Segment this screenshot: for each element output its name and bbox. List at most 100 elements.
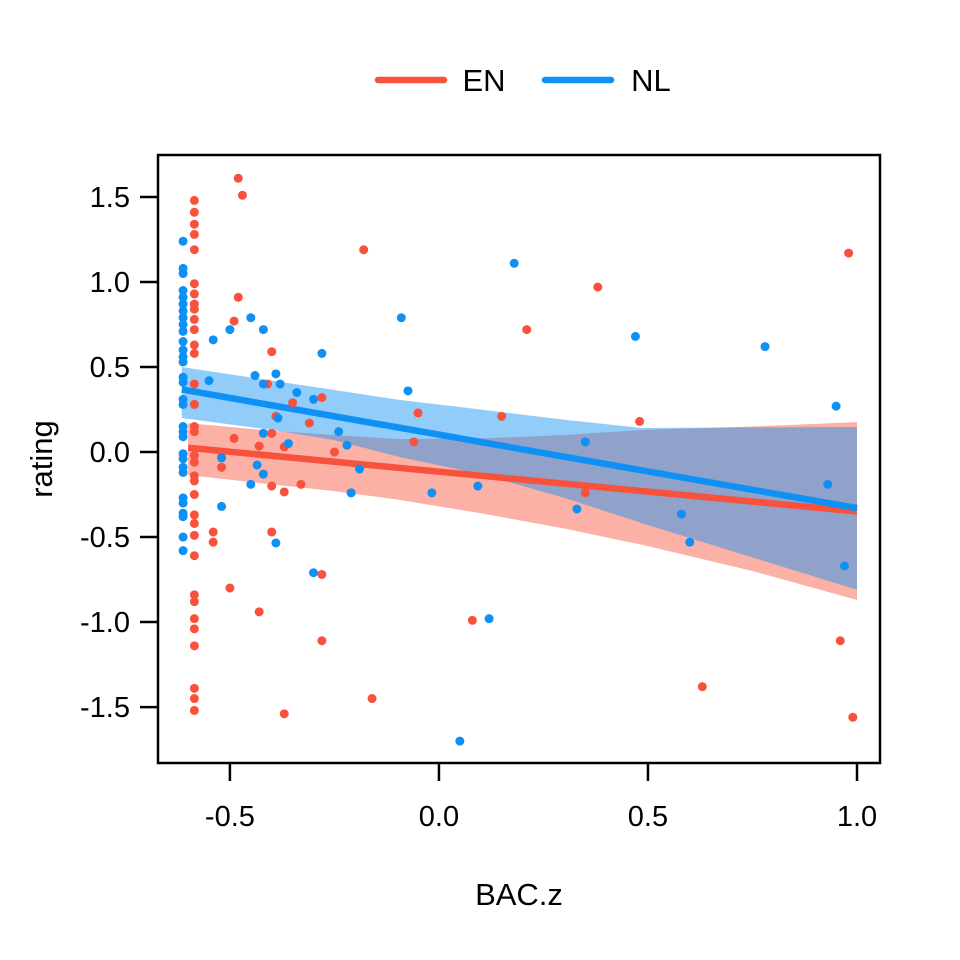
en-point (189, 694, 199, 704)
nl-point (178, 292, 188, 302)
y-tick-label: -1.5 (80, 692, 130, 724)
nl-point (309, 394, 319, 404)
nl-point (484, 614, 494, 624)
en-point (409, 437, 419, 447)
en-point (189, 510, 199, 520)
en-point (217, 462, 227, 472)
en-point (267, 481, 277, 491)
en-point (233, 292, 243, 302)
en-point (189, 490, 199, 500)
en-point (317, 636, 327, 646)
nl-point (676, 509, 686, 519)
nl-point (178, 313, 188, 323)
nl-point (317, 348, 327, 358)
nl-point (178, 512, 188, 522)
en-point (497, 411, 507, 421)
nl-point (178, 299, 188, 309)
en-point (189, 314, 199, 324)
nl-point (823, 479, 833, 489)
nl-point (396, 313, 406, 323)
en-point (279, 709, 289, 719)
nl-point (839, 561, 849, 571)
en-point (317, 393, 327, 403)
en-point (413, 408, 423, 418)
en-points (189, 173, 858, 722)
legend-label-en: EN (462, 63, 505, 98)
nl-point (630, 331, 640, 341)
nl-point (258, 469, 268, 479)
en-point (189, 219, 199, 229)
nl-point (178, 467, 188, 477)
y-tick-label: 1.5 (90, 182, 130, 214)
nl-point (178, 498, 188, 508)
en-point (467, 615, 477, 625)
en-point (189, 551, 199, 561)
nl-point (178, 286, 188, 296)
nl-point (246, 313, 256, 323)
nl-point (250, 371, 260, 381)
nl-point (178, 546, 188, 556)
en-point (189, 245, 199, 255)
en-point (189, 207, 199, 217)
nl-point (258, 428, 268, 438)
nl-point (275, 379, 285, 389)
en-point (189, 457, 199, 467)
en-point (189, 476, 199, 486)
en-point (189, 229, 199, 239)
x-tick-label: -0.5 (205, 801, 255, 833)
nl-point (509, 258, 519, 268)
nl-point (342, 440, 352, 450)
nl-point (178, 269, 188, 279)
nl-point (292, 388, 302, 398)
nl-point (473, 481, 483, 491)
en-point (359, 245, 369, 255)
nl-point (572, 504, 582, 514)
nl-regression-line (181, 386, 858, 512)
en-point (189, 340, 199, 350)
nl-point (455, 736, 465, 746)
en-point (267, 527, 277, 537)
en-point (189, 641, 199, 651)
en-point (229, 433, 239, 443)
nl-point (225, 325, 235, 335)
en-point (635, 416, 645, 426)
en-point (254, 607, 264, 617)
nl-point (178, 345, 188, 355)
en-point (848, 712, 858, 722)
y-tick-label: -0.5 (80, 522, 130, 554)
nl-point (760, 342, 770, 352)
en-point (329, 447, 339, 457)
nl-point (355, 464, 365, 474)
x-axis-label: BAC.z (475, 877, 563, 912)
en-point (593, 282, 603, 292)
en-point (189, 597, 199, 607)
nl-point (178, 377, 188, 387)
en-point (189, 379, 199, 389)
nl-point (831, 401, 841, 411)
nl-point (258, 325, 268, 335)
y-axis-label: rating (24, 420, 59, 498)
nl-point (178, 306, 188, 316)
en-point (189, 614, 199, 624)
nl-point (178, 320, 188, 330)
en-point (189, 348, 199, 358)
nl-point (178, 357, 188, 367)
nl-point (178, 337, 188, 347)
en-point (288, 398, 298, 408)
en-point (189, 427, 199, 437)
en-point (522, 325, 532, 335)
nl-point (217, 501, 227, 511)
nl-point (309, 568, 319, 578)
nl-point (258, 379, 268, 389)
nl-point (178, 236, 188, 246)
nl-point (283, 439, 293, 449)
en-point (208, 537, 218, 547)
en-point (189, 530, 199, 540)
en-point (189, 590, 199, 600)
en-point (189, 304, 199, 314)
en-point (237, 190, 247, 200)
en-point (304, 418, 314, 428)
en-point (267, 347, 277, 357)
y-tick-label: -1.0 (80, 607, 130, 639)
